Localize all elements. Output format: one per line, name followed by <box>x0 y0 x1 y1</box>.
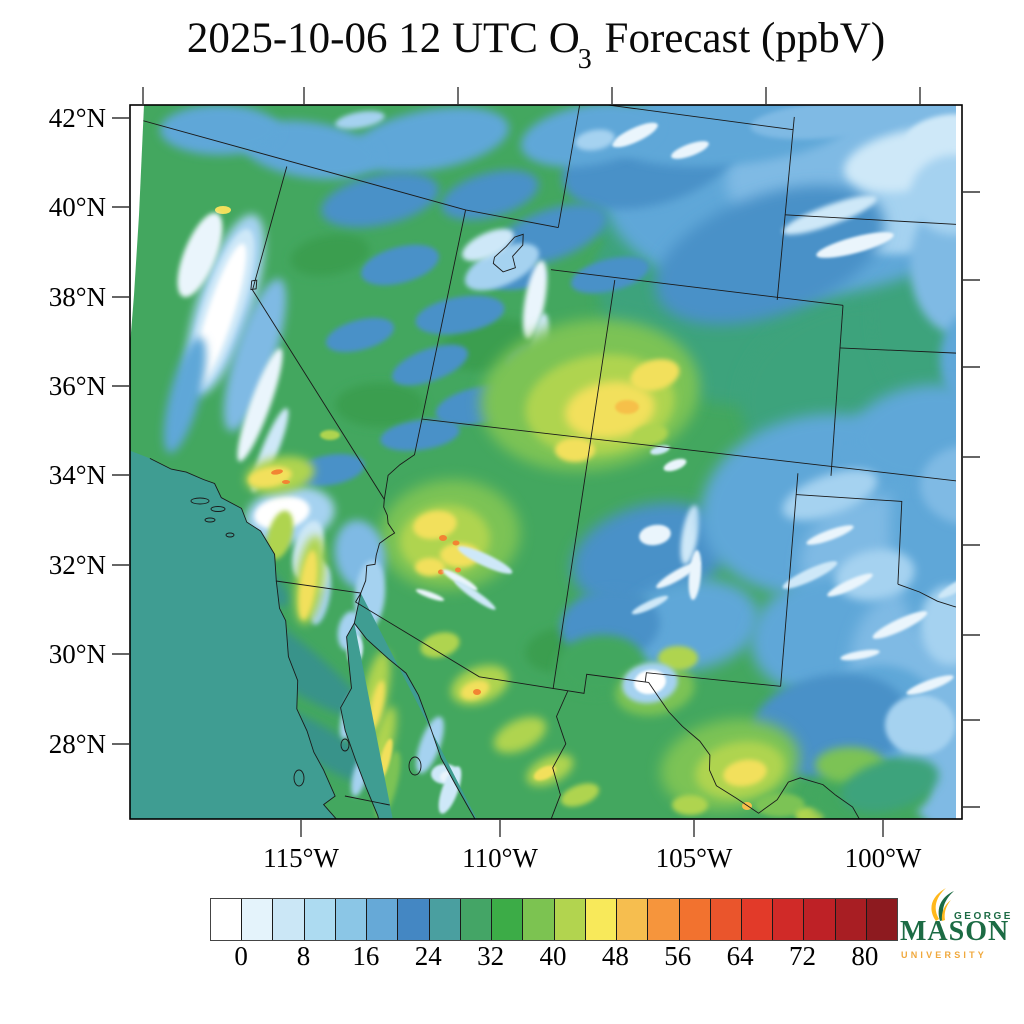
lon-tick-label: 100°W <box>845 843 922 873</box>
lon-tick-label: 105°W <box>656 843 733 873</box>
colorbar-cell <box>741 899 774 940</box>
colorbar-tick-label: 48 <box>601 941 629 971</box>
lat-tick-label: 36°N <box>49 371 106 401</box>
colorbar-cell <box>835 899 867 940</box>
pacific-ocean <box>130 450 337 819</box>
colorbar <box>210 898 898 941</box>
colorbar-cell <box>429 899 461 940</box>
logo-university-text: UNIVERSITY <box>901 950 988 960</box>
border-ut-co <box>588 280 616 450</box>
border-coast-gulf-mainland <box>353 622 476 819</box>
colorbar-cell <box>617 899 649 940</box>
border-us-mexico-az-nm <box>354 592 649 694</box>
border-wy-east <box>776 116 795 300</box>
map-field <box>130 105 962 819</box>
colorbar-cell <box>367 899 399 940</box>
title-subscript: 3 <box>577 43 592 75</box>
border-mt-wy <box>604 105 794 131</box>
border-bc-bcs <box>344 795 390 806</box>
colorbar-cell <box>304 899 336 940</box>
lat-tick-label: 30°N <box>49 639 106 669</box>
colorbar-tick-label: 72 <box>788 941 816 971</box>
border-nm-tx-south <box>644 672 781 687</box>
colorbar-tick-label: 80 <box>851 941 879 971</box>
colorbar-cell <box>648 899 680 940</box>
colorbar-cell <box>523 899 555 940</box>
border-ca-nv <box>252 166 385 500</box>
colorbar-cell <box>585 899 618 940</box>
border-parallel-41n <box>550 269 844 306</box>
colorbar-tick-label: 24 <box>414 941 442 971</box>
border-great-salt-lake <box>492 233 524 273</box>
title-suffix: Forecast (ppbV) <box>593 15 886 62</box>
lat-tick-label: 34°N <box>49 460 106 490</box>
colorbar-tick-label: 32 <box>477 941 505 971</box>
colorbar-cell <box>335 899 368 940</box>
colorbar-tick-label: 8 <box>296 941 311 971</box>
border-nm-tx-east <box>780 473 799 687</box>
border-co-ks <box>830 305 844 476</box>
lon-tick-label: 110°W <box>462 843 538 873</box>
border-nv-ut-az-west <box>383 209 467 500</box>
lat-tick-label: 32°N <box>49 550 106 580</box>
border-coast-gulf-baja <box>340 593 380 819</box>
islands <box>190 497 422 787</box>
colorbar-cell <box>804 899 836 940</box>
colorbar-tick-label: 0 <box>234 941 248 971</box>
border-parallel-37n <box>421 418 962 482</box>
border-wy-west <box>557 105 581 228</box>
colorbar-cell <box>211 899 243 940</box>
border-rio-grande <box>648 682 860 819</box>
border-ne-ks <box>839 347 962 354</box>
map-axes: 42°N 40°N 38°N 36°N 34°N 32°N 30°N 28°N 115°W 110… <box>49 87 980 873</box>
border-az-nm <box>552 449 590 689</box>
colorbar-cell <box>242 899 274 940</box>
border-us-mexico-ca <box>275 580 361 594</box>
logo-mason-text: MASON <box>900 916 1010 947</box>
no-data-regions <box>130 105 962 819</box>
page-title: 2025-10-06 12 UTC O3 Forecast (ppbV) <box>0 14 1024 75</box>
colorbar-tick-label: 64 <box>726 941 754 971</box>
lon-tick-label: 115°W <box>263 843 339 873</box>
colorbar-cell <box>710 899 742 940</box>
colorbar-labels: 0 8 16 24 32 40 48 56 64 72 80 <box>210 941 896 975</box>
logo-george-text: GEORGE <box>954 911 1013 922</box>
colorbar-tick-label: 40 <box>539 941 567 971</box>
title-text: 2025-10-06 12 UTC O <box>186 15 580 62</box>
border-sonora-chihuahua <box>550 690 569 819</box>
lat-tick-label: 28°N <box>49 729 106 759</box>
colorbar-cell <box>773 899 805 940</box>
lat-tick-label: 38°N <box>49 282 106 312</box>
border-lake-tahoe <box>250 279 258 291</box>
gmu-swoosh-icon <box>931 888 954 921</box>
border-colorado-river <box>360 499 396 594</box>
border-ok-panhandle-tx <box>796 494 903 585</box>
george-mason-logo: GEORGE MASON UNIVERSITY <box>896 888 1024 970</box>
colorbar-cell <box>460 899 493 940</box>
colorbar-cell <box>398 899 430 940</box>
colorbar-cell <box>273 899 305 940</box>
lat-tick-label: 40°N <box>49 192 106 222</box>
colorbar-cell <box>679 899 711 940</box>
colorbar-tick-label: 56 <box>664 941 692 971</box>
colorbar-cell <box>492 899 524 940</box>
border-coast-pacific <box>149 457 337 819</box>
colorbar-cell <box>554 899 586 940</box>
gulf-of-california <box>340 593 477 819</box>
colorbar-tick-label: 16 <box>352 941 380 971</box>
lat-tick-label: 42°N <box>49 103 106 133</box>
colorbar-cell <box>866 899 898 940</box>
